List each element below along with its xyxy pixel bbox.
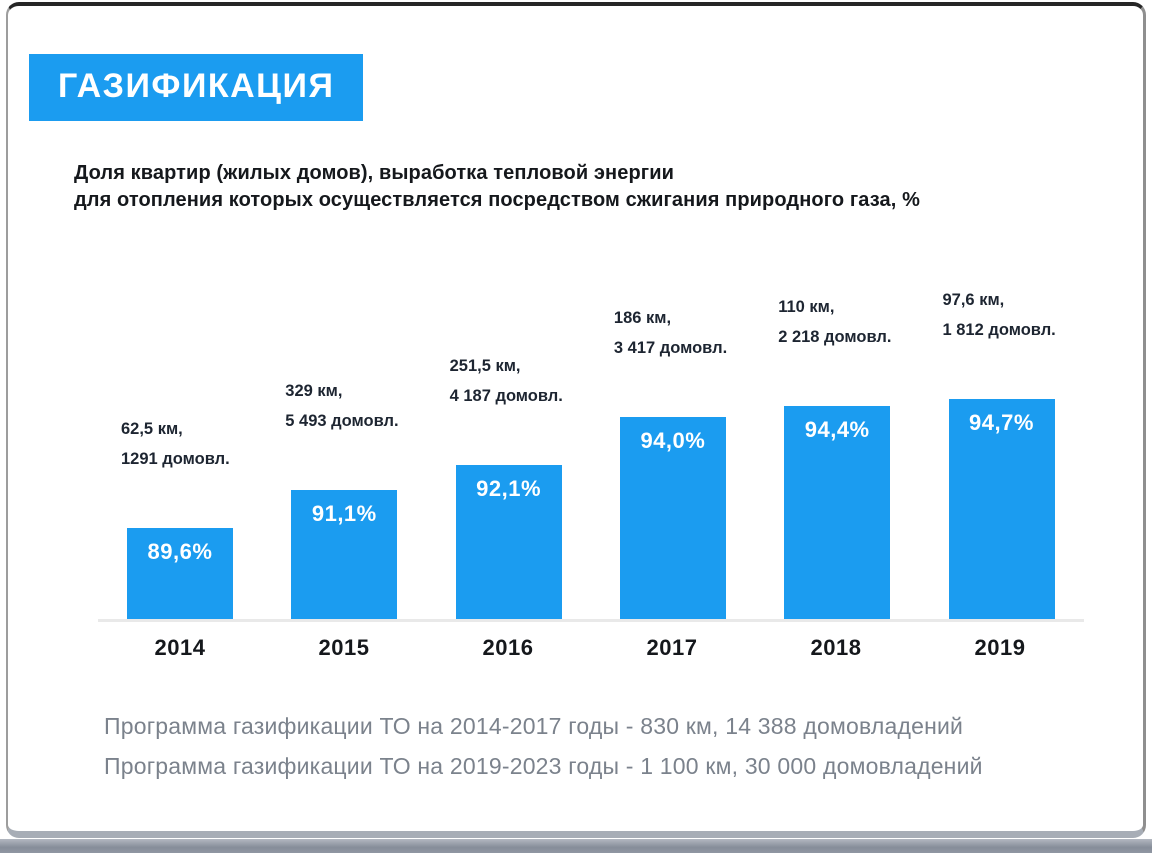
bar: 94,4%: [784, 406, 891, 619]
bar-chart: 62,5 км, 1291 домовл. 89,6% 329 км, 5 493 до…: [98, 269, 1084, 661]
bar: 94,7%: [948, 399, 1055, 619]
annotation-households: 1291 домовл.: [121, 450, 230, 468]
bar-annotation: 251,5 км, 4 187 домовл.: [450, 351, 563, 411]
slide-title-badge: ГАЗИФИКАЦИЯ: [29, 54, 364, 121]
bar-annotation: 110 км, 2 218 домовл.: [778, 292, 891, 352]
annotation-households: 4 187 домовл.: [449, 387, 563, 405]
chart-column: 329 км, 5 493 домовл. 91,1%: [262, 269, 426, 619]
bar-value-label: 94,7%: [969, 410, 1034, 435]
x-axis-tick-label: 2017: [646, 635, 698, 660]
x-axis-tick-label: 2016: [482, 635, 534, 660]
annotation-km: 110 км,: [778, 298, 835, 316]
chart-column: 62,5 км, 1291 домовл. 89,6%: [98, 269, 262, 619]
x-axis-labels: 2014 2015 2016 2017 2018 2019: [98, 635, 1084, 661]
bar-value-label: 92,1%: [476, 476, 542, 501]
chart-column: 97,6 км, 1 812 домовл. 94,7%: [920, 269, 1084, 619]
bar: 91,1%: [291, 490, 398, 619]
chart-title: Доля квартир (жилых домов), выработка те…: [74, 160, 920, 214]
x-axis-tick-label: 2014: [154, 635, 206, 660]
program-note-line1: Программа газификации ТО на 2014-2017 го…: [104, 713, 964, 739]
x-axis-tick-label: 2015: [318, 635, 370, 660]
annotation-km: 186 км,: [613, 309, 672, 327]
annotation-households: 2 218 домовл.: [778, 328, 892, 346]
annotation-km: 329 км,: [285, 382, 343, 400]
bar-value-label: 94,4%: [804, 417, 870, 442]
chart-column: 110 км, 2 218 домовл. 94,4%: [755, 269, 919, 619]
annotation-km: 62,5 км,: [121, 420, 183, 438]
bar-annotation: 186 км, 3 417 домовл.: [614, 303, 727, 363]
program-note-line2: Программа газификации ТО на 2019-2023 го…: [104, 753, 983, 779]
annotation-km: 251,5 км,: [449, 357, 521, 375]
bar-annotation: 97,6 км, 1 812 домовл.: [943, 285, 1056, 345]
chart-column: 251,5 км, 4 187 домовл. 92,1%: [427, 269, 591, 619]
slide-card: ГАЗИФИКАЦИЯ Доля квартир (жилых домов), …: [6, 2, 1146, 838]
program-notes: Программа газификации ТО на 2014-2017 го…: [104, 706, 983, 786]
bar: 89,6%: [127, 528, 233, 619]
bar-value-label: 91,1%: [311, 501, 377, 526]
slide-bottom-shadow: [0, 839, 1152, 853]
chart-title-line1: Доля квартир (жилых домов), выработка те…: [74, 162, 674, 184]
x-axis-tick-label: 2019: [974, 635, 1026, 660]
annotation-km: 97,6 км,: [942, 291, 1005, 309]
chart-plot: 62,5 км, 1291 домовл. 89,6% 329 км, 5 493 до…: [98, 269, 1084, 619]
x-axis-line: [98, 619, 1084, 622]
chart-column: 186 км, 3 417 домовл. 94,0%: [591, 269, 755, 619]
bar: 92,1%: [455, 465, 562, 619]
x-axis-tick-label: 2018: [810, 635, 862, 660]
bar-annotation: 329 км, 5 493 домовл.: [285, 376, 398, 436]
annotation-households: 1 812 домовл.: [942, 321, 1056, 339]
bar: 94,0%: [619, 417, 726, 619]
chart-title-line2: для отопления которых осуществляется пос…: [74, 189, 920, 211]
annotation-households: 3 417 домовл.: [613, 339, 728, 357]
bar-value-label: 89,6%: [147, 539, 213, 564]
annotation-households: 5 493 домовл.: [285, 412, 399, 430]
bar-annotation: 62,5 км, 1291 домовл.: [121, 414, 230, 474]
bar-value-label: 94,0%: [640, 428, 706, 453]
